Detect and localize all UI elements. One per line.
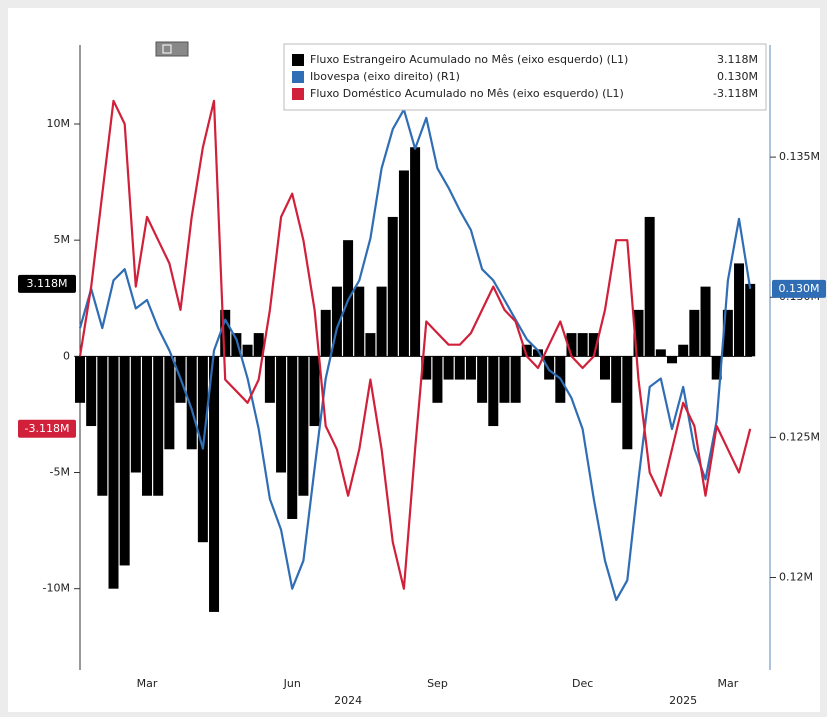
x-tick-label: Mar <box>717 677 738 690</box>
legend-value: 0.130M <box>717 70 758 83</box>
legend-label: Fluxo Doméstico Acumulado no Mês (eixo e… <box>310 87 624 100</box>
y2-tick-label: 0.125M <box>779 430 820 443</box>
bar <box>611 356 622 403</box>
bar <box>354 286 365 357</box>
bar <box>320 309 331 357</box>
bar <box>231 333 242 357</box>
bar <box>298 356 309 496</box>
bar <box>209 356 220 612</box>
bar <box>220 309 231 357</box>
line <box>78 108 752 601</box>
bar <box>488 356 499 427</box>
bar <box>142 356 153 496</box>
bar <box>153 356 164 496</box>
bar <box>387 216 398 357</box>
bar <box>287 356 298 519</box>
bar <box>421 356 432 380</box>
x-year-label: 2025 <box>669 694 697 707</box>
bar <box>745 283 756 357</box>
legend-label: Ibovespa (eixo direito) (R1) <box>310 70 460 83</box>
bar <box>633 309 644 357</box>
bar <box>86 356 97 427</box>
bar <box>510 356 521 403</box>
bar <box>499 356 510 403</box>
bar <box>376 286 387 357</box>
legend-label: Fluxo Estrangeiro Acumulado no Mês (eixo… <box>310 53 628 66</box>
y2-tick-label: 0.12M <box>779 571 813 584</box>
bar <box>365 333 376 357</box>
value-badge <box>772 279 826 298</box>
y-tick-label: 0 <box>63 349 70 362</box>
legend-swatch <box>292 71 304 83</box>
x-tick-label: Dec <box>572 677 593 690</box>
bar <box>242 344 253 357</box>
bar <box>130 356 141 473</box>
y2-tick-label: 0.135M <box>779 150 820 163</box>
bar <box>454 356 465 380</box>
bar <box>722 309 733 357</box>
x-tick-label: Sep <box>427 677 448 690</box>
bar <box>164 356 175 450</box>
legend-box <box>283 43 767 111</box>
bar <box>264 356 275 403</box>
y-tick-label: 5M <box>54 233 71 246</box>
bar <box>644 216 655 357</box>
bar <box>309 356 320 427</box>
bar <box>577 333 588 357</box>
bar <box>599 356 610 380</box>
bar <box>465 356 476 380</box>
bar <box>689 309 700 357</box>
panel <box>8 8 820 712</box>
bar <box>443 356 454 380</box>
value-badge-label: -3.118M <box>25 422 70 435</box>
bar <box>734 263 745 357</box>
legend: Fluxo Estrangeiro Acumulado no Mês (eixo… <box>283 43 767 111</box>
bar <box>711 356 722 380</box>
bar <box>667 356 678 364</box>
bar <box>331 286 342 357</box>
bar <box>108 356 119 589</box>
bar <box>410 147 421 357</box>
legend-value: -3.118M <box>713 87 758 100</box>
bar <box>566 333 577 357</box>
bar <box>75 356 85 403</box>
bar <box>276 356 287 473</box>
line <box>78 99 752 590</box>
bar <box>398 170 409 357</box>
bar <box>432 356 443 403</box>
bar <box>186 356 197 450</box>
bar <box>678 344 689 357</box>
bar <box>622 356 633 450</box>
bar <box>588 333 599 357</box>
x-tick-label: Jun <box>283 677 301 690</box>
legend-value: 3.118M <box>717 53 758 66</box>
y-tick-label: -10M <box>43 582 70 595</box>
x-year-label: 2024 <box>334 694 362 707</box>
legend-swatch <box>292 54 304 66</box>
bar <box>521 344 532 357</box>
value-badge-label: 0.130M <box>779 282 820 295</box>
value-badge <box>18 419 76 438</box>
bar <box>477 356 488 403</box>
icon-button[interactable] <box>155 41 189 57</box>
y-tick-label: -5M <box>50 466 70 479</box>
bar <box>655 349 666 357</box>
value-badge-label: 3.118M <box>27 277 68 290</box>
value-badge <box>18 274 76 293</box>
bar <box>700 286 711 357</box>
bar <box>119 356 130 566</box>
legend-swatch <box>292 88 304 100</box>
bar <box>97 356 108 496</box>
y-tick-label: 10M <box>47 117 71 130</box>
bar <box>532 349 543 357</box>
bar <box>253 333 264 357</box>
x-tick-label: Mar <box>137 677 158 690</box>
